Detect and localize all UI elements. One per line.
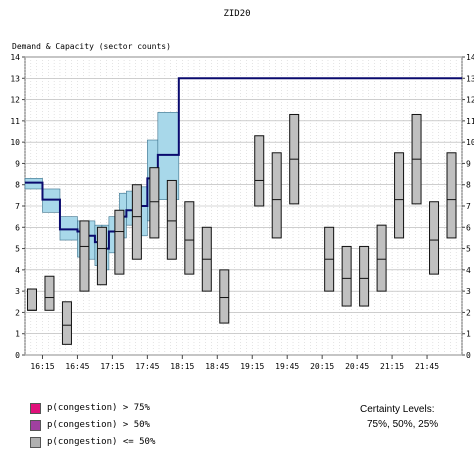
y-tick-label-right: 5: [466, 245, 471, 254]
demand-box: [149, 167, 160, 239]
certainty-title: Certainty Levels:: [360, 404, 435, 415]
legend-label-high: p(congestion) > 75%: [47, 403, 150, 413]
certainty-values: 75%, 50%, 25%: [367, 419, 439, 430]
y-tick-label: 11: [10, 117, 20, 126]
y-tick-label: 12: [10, 96, 20, 105]
y-tick-label-right: 10: [466, 138, 474, 147]
chart-title: ZID20: [223, 9, 250, 19]
y-tick-label: 0: [15, 351, 20, 360]
demand-box: [79, 220, 90, 292]
y-tick-label-right: 11: [466, 117, 474, 126]
y-tick-label-right: 1: [466, 330, 471, 339]
demand-box: [446, 152, 457, 239]
x-tick-label: 20:45: [345, 362, 369, 371]
legend-swatch-medium: [30, 419, 41, 431]
y-tick-label: 7: [15, 202, 20, 211]
y-tick-label: 8: [15, 181, 20, 190]
y-tick-label-right: 8: [466, 181, 471, 190]
demand-box: [254, 135, 265, 207]
y-tick-label: 5: [15, 245, 20, 254]
demand-box: [44, 275, 55, 311]
y-tick-label-right: 14: [466, 53, 474, 62]
x-tick-label: 17:45: [135, 362, 159, 371]
demand-box: [114, 209, 125, 275]
legend-item-medium: p(congestion) > 50%: [30, 418, 150, 432]
demand-box: [26, 288, 37, 311]
legend-item-high: p(congestion) > 75%: [30, 401, 150, 415]
demand-box: [131, 184, 142, 260]
demand-box: [376, 224, 387, 292]
y-tick-label-right: 2: [466, 308, 471, 317]
y-tick-label: 4: [15, 266, 20, 275]
y-tick-label-right: 6: [466, 223, 471, 232]
y-tick-label: 10: [10, 138, 20, 147]
y-tick-label-right: 13: [466, 74, 474, 83]
x-tick-label: 16:45: [65, 362, 89, 371]
y-tick-label: 2: [15, 308, 20, 317]
y-tick-label: 1: [15, 330, 20, 339]
y-tick-label: 3: [15, 287, 20, 296]
y-tick-label-right: 4: [466, 266, 471, 275]
x-tick-label: 21:15: [380, 362, 404, 371]
y-tick-label-right: 7: [466, 202, 471, 211]
demand-box: [394, 152, 405, 239]
y-tick-label: 13: [10, 74, 20, 83]
y-tick-label: 6: [15, 223, 20, 232]
legend-label-low: p(congestion) <= 50%: [47, 437, 156, 447]
capacity-band: [59, 216, 78, 241]
x-tick-label: 20:15: [310, 362, 334, 371]
y-tick-label: 14: [10, 53, 20, 62]
x-tick-label: 18:45: [205, 362, 229, 371]
legend-swatch-low: [30, 436, 41, 448]
capacity-band: [24, 178, 43, 190]
legend-item-low: p(congestion) <= 50%: [30, 435, 155, 449]
demand-box: [359, 245, 370, 307]
demand-box: [341, 245, 352, 307]
y-tick-label-right: 3: [466, 287, 471, 296]
x-tick-label: 17:15: [100, 362, 124, 371]
demand-box: [61, 301, 72, 345]
demand-box: [271, 152, 282, 239]
demand-box: [166, 179, 177, 260]
x-tick-label: 19:15: [240, 362, 264, 371]
x-tick-label: 16:15: [30, 362, 54, 371]
y-tick-label-right: 12: [466, 96, 474, 105]
y-tick-label: 9: [15, 159, 20, 168]
x-tick-label: 19:45: [275, 362, 299, 371]
x-tick-label: 21:45: [415, 362, 439, 371]
demand-box: [184, 201, 195, 275]
y-tick-label-right: 0: [466, 351, 471, 360]
capacity-band: [42, 188, 61, 213]
demand-box: [429, 201, 440, 275]
demand-box: [219, 269, 230, 324]
legend-swatch-high: [30, 402, 41, 414]
y-tick-label-right: 9: [466, 159, 471, 168]
y-axis-label: Demand & Capacity (sector counts): [12, 42, 171, 51]
x-tick-label: 18:15: [170, 362, 194, 371]
legend-label-medium: p(congestion) > 50%: [47, 420, 150, 430]
demand-box: [96, 226, 107, 286]
